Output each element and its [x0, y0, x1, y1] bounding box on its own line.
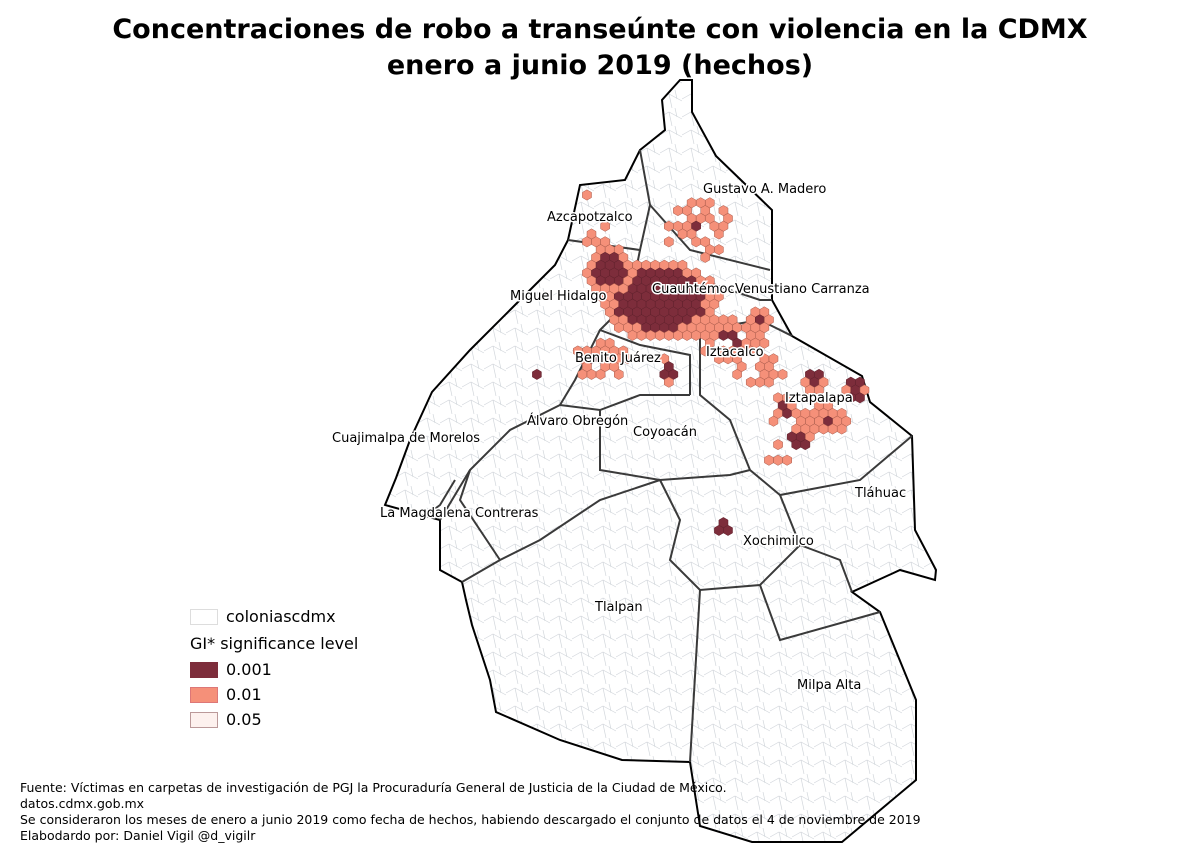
label-alvaro-obregon: Álvaro Obregón: [527, 413, 628, 429]
hotspot-hex-001: [636, 329, 647, 341]
hotspot-hex-0001: [714, 524, 724, 536]
hotspot-hex-001: [677, 228, 688, 240]
label-iztacalco: Iztacalco: [706, 345, 764, 360]
hotspot-hex-001: [773, 439, 783, 451]
hotspot-hex-001: [759, 322, 770, 334]
label-magdalena-contreras: La Magdalena Contreras: [380, 506, 539, 521]
hotspot-hex-001: [755, 376, 765, 388]
title-line-2: enero a junio 2019 (hechos): [386, 50, 814, 81]
legend-label: 0.01: [226, 685, 262, 704]
footer-source: Fuente: Víctimas en carpetas de investig…: [20, 780, 727, 795]
cdmx-outline: [383, 79, 938, 843]
label-benito-juarez: Benito Juárez: [575, 351, 661, 366]
borough-labels: Gustavo A. Madero Azcapotzalco Miguel Hi…: [331, 181, 908, 695]
legend-label: 0.001: [226, 660, 272, 679]
hotspot-hex-001: [627, 329, 638, 341]
label-coyoacan: Coyoacán: [633, 425, 697, 440]
title-line-1: Concentraciones de robo a transeúnte con…: [112, 14, 1088, 45]
hotspot-hex-001: [609, 283, 620, 295]
hotspot-hex-001: [818, 423, 829, 435]
label-tlalpan: Tlalpan: [594, 600, 643, 615]
legend-heading: GI* significance level: [190, 633, 359, 653]
hotspot-hex-0001: [782, 407, 792, 419]
label-miguel-hidalgo: Miguel Hidalgo: [510, 289, 607, 304]
hotspot-hex-001: [586, 368, 597, 380]
hotspot-hex-001: [577, 368, 588, 380]
label-azcapotzalco: Azcapotzalco: [547, 210, 633, 225]
hotspot-hex-001: [732, 368, 742, 380]
label-tlahuac: Tláhuac: [854, 486, 906, 501]
hotspot-hex-001: [600, 220, 610, 232]
hotspot-hex-001: [691, 236, 701, 248]
hotspot-hex-001: [664, 329, 674, 341]
map-legend: coloniascdmx GI* significance level 0.00…: [190, 604, 358, 732]
footer-method: Se consideraron los meses de enero a jun…: [20, 812, 921, 827]
legend-item: 0.001: [190, 657, 358, 682]
hotspot-hex-001: [836, 423, 847, 435]
hotspot-hex-001: [759, 337, 770, 349]
footer-author: Elabodardo por: Daniel Vigil @d_vigilr: [20, 828, 256, 843]
legend-swatch: [190, 711, 218, 728]
hotspot-hex-001: [827, 423, 838, 435]
hotspot-hex-001: [591, 236, 601, 248]
label-cuauhtemoc: Cuauhtémoc: [652, 282, 735, 297]
label-cuajimalpa: Cuajimalpa de Morelos: [332, 431, 480, 446]
hotspot-hex-0001: [718, 329, 729, 341]
hotspot-hex-001: [673, 329, 683, 341]
hotspot-hex-001: [618, 283, 629, 295]
hotspot-hex-0001: [791, 439, 802, 451]
hotspot-hexagons: [532, 189, 870, 536]
hotspot-hex-001: [664, 236, 674, 248]
hotspot-hex-001: [745, 345, 756, 357]
hotspot-hex-001: [664, 220, 674, 232]
hotspot-hex-001: [623, 353, 633, 365]
label-xochimilco: Xochimilco: [743, 534, 814, 549]
hotspot-hex-001: [814, 384, 824, 396]
footer-url: datos.cdmx.gob.mx: [20, 796, 145, 811]
hotspot-hex-0001: [723, 524, 733, 536]
hotspot-hex-001: [664, 376, 674, 388]
hotspot-hex-001: [582, 236, 592, 248]
hotspot-hex-001: [764, 454, 774, 466]
legend-label: 0.05: [226, 710, 262, 729]
hotspot-hex-001: [773, 454, 783, 466]
hotspot-hex-0001: [532, 368, 542, 380]
hotspot-hex-001: [595, 368, 606, 380]
hotspot-hex-001: [764, 376, 774, 388]
map-title: Concentraciones de robo a transeúnte con…: [0, 12, 1200, 84]
hotspot-hex-001: [691, 329, 701, 341]
legend-item: 0.01: [190, 682, 358, 707]
label-milpa-alta: Milpa Alta: [797, 678, 861, 693]
hotspot-hex-001: [700, 345, 711, 357]
hotspot-hex-001: [777, 368, 788, 380]
hotspot-hex-001: [750, 322, 761, 334]
hotspot-hex-0001: [855, 392, 865, 404]
footer-notes: Fuente: Víctimas en carpetas de investig…: [20, 780, 921, 844]
hotspot-hex-001: [745, 376, 756, 388]
legend-label: coloniascdmx: [226, 607, 336, 626]
hotspot-hex-001: [673, 205, 683, 217]
hotspot-hex-001: [782, 454, 792, 466]
hotspot-hex-0001: [800, 439, 811, 451]
label-gustavo-a-madero: Gustavo A. Madero: [703, 182, 826, 197]
legend-swatch: [190, 661, 218, 678]
hotspot-hex-001: [714, 228, 724, 240]
legend-swatch-colonias: [190, 608, 218, 625]
hotspot-hex-001: [600, 236, 610, 248]
label-venustiano-carranza: Venustiano Carranza: [735, 282, 870, 297]
hotspot-hex-001: [768, 415, 779, 427]
legend-swatch: [190, 686, 218, 703]
label-iztapalapa: Iztapalapa: [785, 391, 853, 406]
hotspot-hex-001: [700, 251, 711, 263]
hotspot-hex-001: [714, 244, 724, 256]
hotspot-hex-001: [614, 322, 624, 334]
legend-colonias: coloniascdmx: [190, 604, 358, 629]
hotspot-hex-001: [654, 329, 665, 341]
hotspot-hex-001: [645, 329, 656, 341]
hotspot-hex-001: [614, 368, 624, 380]
legend-item: 0.05: [190, 707, 358, 732]
hotspot-hex-001: [582, 189, 592, 201]
